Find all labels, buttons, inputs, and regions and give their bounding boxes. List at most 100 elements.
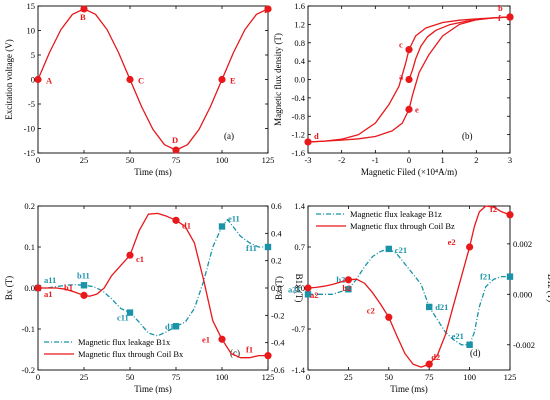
x-tick-label: 125 — [262, 372, 275, 382]
y-right-tick-label: -0.002 — [513, 340, 535, 350]
x-tick-label: 0 — [407, 155, 411, 165]
legend-label-0: Magnetic flux leakage B1x — [78, 337, 171, 347]
data-point-marker — [405, 75, 413, 84]
x-tick-label: 0 — [36, 155, 40, 165]
data-point-label: b1 — [64, 282, 73, 292]
x-tick-label: 125 — [262, 155, 275, 165]
data-point-marker — [172, 216, 180, 224]
series-line-0-2 — [408, 16, 511, 80]
x-tick-label: 100 — [216, 155, 229, 165]
x-tick-label: 25 — [344, 372, 353, 382]
legend-label-1: Magnetic flux through Coil Bx — [78, 349, 184, 359]
data-point-label: c — [399, 40, 403, 50]
data-point-label: D — [172, 135, 178, 145]
data-point-square — [385, 245, 392, 253]
y-tick-label: 0.0 — [24, 283, 35, 293]
y-tick-label: -5 — [28, 99, 35, 109]
data-point-label: a21 — [288, 284, 301, 294]
series-line-1 — [307, 205, 511, 368]
y-right-tick-label: -0.2 — [271, 310, 284, 320]
data-point-label: b2 — [342, 283, 351, 293]
chart-panel-a: 0 25 50 75 100 125 -15 -10 -5 0 5 10 15 Time (ms) Exci… — [4, 1, 274, 177]
data-point-marker — [304, 284, 312, 292]
data-point-label: a2 — [310, 290, 319, 300]
data-point-square — [345, 286, 352, 293]
data-point-square — [126, 309, 134, 316]
data-point-label: d1 — [182, 220, 191, 230]
data-point-label: B — [80, 12, 86, 22]
y-tick-label: 0.8 — [294, 38, 305, 48]
data-point-marker — [218, 75, 226, 84]
y-right-tick-label: -0.4 — [271, 338, 285, 348]
x-axis-label: Time (ms) — [390, 384, 427, 394]
data-point-square — [506, 273, 514, 280]
data-point-label: d11 — [165, 321, 178, 331]
data-point-label: b11 — [77, 270, 90, 280]
panel-label: (b) — [462, 131, 473, 141]
data-point-square — [264, 243, 272, 251]
y-right-tick-label: 0.6 — [271, 201, 282, 211]
legend-label-1: Magnetic flux through Coil Bz — [350, 221, 455, 231]
y-tick-label: -15 — [24, 148, 35, 158]
data-point-marker — [218, 335, 226, 343]
series-line-0-1 — [307, 16, 511, 143]
y-tick-label: -0.1 — [22, 324, 35, 334]
y-right-tick-label: 0.000 — [513, 289, 532, 299]
x-tick-label: 0 — [36, 372, 40, 382]
data-point-label: d2 — [431, 352, 440, 362]
data-point-marker — [264, 352, 272, 360]
data-point-marker — [405, 105, 413, 113]
y-axis-label: Magnetic flux density (T) — [273, 33, 283, 126]
y-tick-label: 5 — [31, 50, 35, 60]
panel-label: (a) — [224, 131, 234, 141]
y-tick-label: 10 — [27, 26, 36, 36]
x-tick-label: 0 — [306, 372, 310, 382]
data-point-square — [466, 341, 473, 348]
y-tick-label: -1.4 — [292, 365, 306, 375]
data-point-marker — [172, 146, 180, 154]
data-point-marker — [80, 5, 88, 13]
data-point-marker — [34, 75, 42, 84]
data-point-square — [426, 303, 433, 311]
data-point-square — [80, 282, 88, 289]
data-point-square — [172, 323, 180, 330]
data-point-label: b21 — [336, 274, 349, 284]
x-tick-label: 75 — [172, 372, 181, 382]
x-tick-label: 75 — [425, 372, 434, 382]
y-right-tick-label: 0.002 — [513, 239, 532, 249]
x-tick-label: 50 — [385, 372, 394, 382]
data-point-marker — [466, 243, 474, 251]
y-tick-label: -0.8 — [292, 111, 305, 121]
x-tick-label: 1 — [441, 155, 445, 165]
y-right-tick-label: 0.2 — [271, 256, 282, 266]
y-tick-label: 1.6 — [294, 1, 305, 11]
y-tick-label: -0.2 — [22, 365, 35, 375]
data-point-label: c11 — [117, 313, 129, 323]
panel-label: (c) — [230, 348, 240, 358]
data-point-label: f — [498, 13, 501, 23]
x-tick-label: 50 — [126, 155, 135, 165]
x-tick-label: -1 — [372, 155, 379, 165]
x-axis-label: Magnetic Filed (×10⁴A/m) — [361, 167, 457, 177]
data-point-square — [218, 223, 226, 230]
data-point-label: e11 — [228, 214, 240, 224]
data-point-marker — [344, 276, 352, 284]
legend-label-0: Magnetic flux leakage B1z — [350, 209, 442, 219]
series-line-0 — [37, 8, 269, 151]
y-tick-label: -1.2 — [292, 130, 305, 140]
x-tick-label: 2 — [474, 155, 478, 165]
y-tick-label: -1.6 — [292, 148, 305, 158]
panel-label: (d) — [470, 348, 481, 358]
y-tick-label: 0.7 — [294, 242, 305, 252]
y-axis-label: Bz (T) — [274, 276, 284, 300]
series-line-0-0 — [307, 16, 511, 143]
data-point-marker — [425, 360, 433, 368]
y-tick-label: 15 — [27, 1, 36, 11]
y-right-tick-label: -0.6 — [271, 365, 284, 375]
data-point-label: f1 — [246, 345, 253, 355]
data-point-label: a11 — [44, 275, 56, 285]
y-tick-label: -0.7 — [292, 324, 305, 334]
data-point-label: e2 — [448, 237, 456, 247]
data-point-marker — [506, 13, 514, 21]
data-point-marker — [126, 251, 134, 259]
